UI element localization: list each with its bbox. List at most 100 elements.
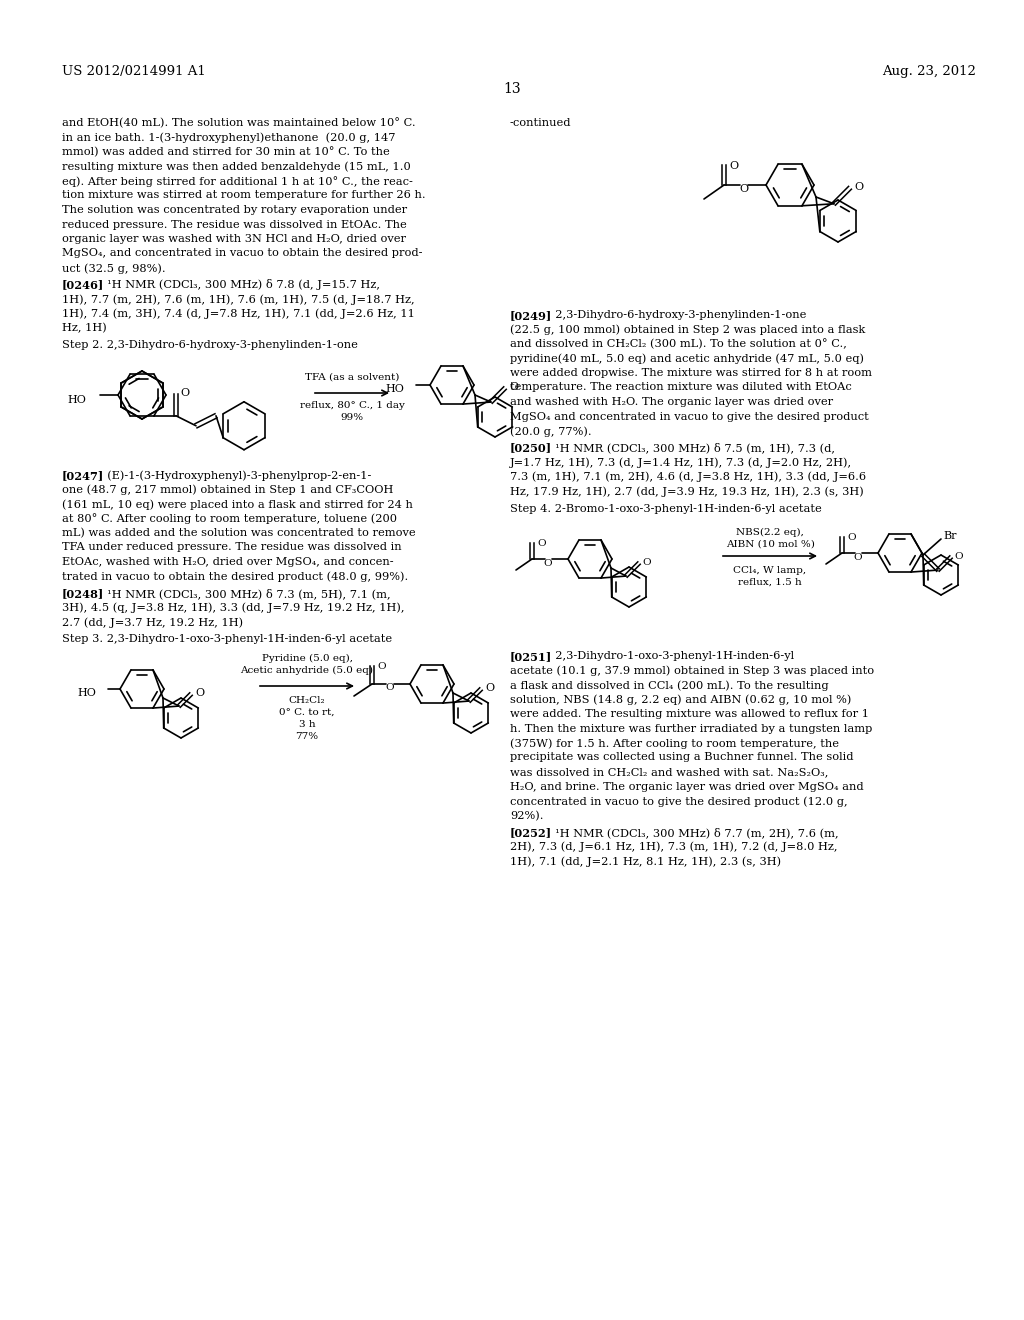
Text: a flask and dissolved in CCl₄ (200 mL). To the resulting: a flask and dissolved in CCl₄ (200 mL). … [510, 680, 828, 690]
Text: were added. The resulting mixture was allowed to reflux for 1: were added. The resulting mixture was al… [510, 709, 869, 719]
Text: Step 4. 2-Bromo-1-oxo-3-phenyl-1H-inden-6-yl acetate: Step 4. 2-Bromo-1-oxo-3-phenyl-1H-inden-… [510, 503, 821, 513]
Text: O: O [954, 552, 963, 561]
Text: h. Then the mixture was further irradiated by a tungsten lamp: h. Then the mixture was further irradiat… [510, 723, 872, 734]
Text: 1H), 7.4 (m, 3H), 7.4 (d, J=7.8 Hz, 1H), 7.1 (dd, J=2.6 Hz, 11: 1H), 7.4 (m, 3H), 7.4 (d, J=7.8 Hz, 1H),… [62, 309, 415, 319]
Text: Step 2. 2,3-Dihydro-6-hydroxy-3-phenylinden-1-one: Step 2. 2,3-Dihydro-6-hydroxy-3-phenylin… [62, 341, 357, 351]
Text: 2.7 (dd, J=3.7 Hz, 19.2 Hz, 1H): 2.7 (dd, J=3.7 Hz, 19.2 Hz, 1H) [62, 616, 243, 627]
Text: ¹H NMR (CDCl₃, 300 MHz) δ 7.8 (d, J=15.7 Hz,: ¹H NMR (CDCl₃, 300 MHz) δ 7.8 (d, J=15.7… [100, 280, 380, 290]
Text: 1H), 7.1 (dd, J=2.1 Hz, 8.1 Hz, 1H), 2.3 (s, 3H): 1H), 7.1 (dd, J=2.1 Hz, 8.1 Hz, 1H), 2.3… [510, 855, 781, 866]
Text: reduced pressure. The residue was dissolved in EtOAc. The: reduced pressure. The residue was dissol… [62, 219, 407, 230]
Text: (375W) for 1.5 h. After cooling to room temperature, the: (375W) for 1.5 h. After cooling to room … [510, 738, 839, 748]
Text: [0250]: [0250] [510, 442, 552, 454]
Text: H₂O, and brine. The organic layer was dried over MgSO₄ and: H₂O, and brine. The organic layer was dr… [510, 781, 863, 792]
Text: eq). After being stirred for additional 1 h at 10° C., the reac-: eq). After being stirred for additional … [62, 176, 413, 187]
Text: O: O [180, 388, 189, 397]
Text: Aug. 23, 2012: Aug. 23, 2012 [882, 65, 976, 78]
Text: (E)-1-(3-Hydroxyphenyl)-3-phenylprop-2-en-1-: (E)-1-(3-Hydroxyphenyl)-3-phenylprop-2-e… [100, 470, 372, 480]
Text: O: O [195, 688, 204, 698]
Text: and washed with H₂O. The organic layer was dried over: and washed with H₂O. The organic layer w… [510, 397, 834, 407]
Text: 77%: 77% [296, 733, 318, 741]
Text: O: O [854, 182, 863, 191]
Text: pyridine(40 mL, 5.0 eq) and acetic anhydride (47 mL, 5.0 eq): pyridine(40 mL, 5.0 eq) and acetic anhyd… [510, 354, 864, 364]
Text: 2,3-Dihydro-6-hydroxy-3-phenylinden-1-one: 2,3-Dihydro-6-hydroxy-3-phenylinden-1-on… [548, 310, 806, 319]
Text: ¹H NMR (CDCl₃, 300 MHz) δ 7.3 (m, 5H), 7.1 (m,: ¹H NMR (CDCl₃, 300 MHz) δ 7.3 (m, 5H), 7… [100, 587, 390, 599]
Text: at 80° C. After cooling to room temperature, toluene (200: at 80° C. After cooling to room temperat… [62, 513, 397, 524]
Text: 3H), 4.5 (q, J=3.8 Hz, 1H), 3.3 (dd, J=7.9 Hz, 19.2 Hz, 1H),: 3H), 4.5 (q, J=3.8 Hz, 1H), 3.3 (dd, J=7… [62, 602, 404, 612]
Text: 2,3-Dihydro-1-oxo-3-phenyl-1H-inden-6-yl: 2,3-Dihydro-1-oxo-3-phenyl-1H-inden-6-yl [548, 651, 795, 661]
Text: (20.0 g, 77%).: (20.0 g, 77%). [510, 426, 592, 437]
Text: solution, NBS (14.8 g, 2.2 eq) and AIBN (0.62 g, 10 mol %): solution, NBS (14.8 g, 2.2 eq) and AIBN … [510, 694, 851, 705]
Text: MgSO₄ and concentrated in vacuo to give the desired product: MgSO₄ and concentrated in vacuo to give … [510, 412, 868, 421]
Text: and EtOH(40 mL). The solution was maintained below 10° C.: and EtOH(40 mL). The solution was mainta… [62, 117, 416, 128]
Text: 92%).: 92%). [510, 810, 544, 821]
Text: (22.5 g, 100 mmol) obtained in Step 2 was placed into a flask: (22.5 g, 100 mmol) obtained in Step 2 wa… [510, 325, 865, 335]
Text: AIBN (10 mol %): AIBN (10 mol %) [726, 540, 814, 549]
Text: were added dropwise. The mixture was stirred for 8 h at room: were added dropwise. The mixture was sti… [510, 368, 872, 378]
Text: O: O [544, 558, 552, 568]
Text: Step 3. 2,3-Dihydro-1-oxo-3-phenyl-1H-inden-6-yl acetate: Step 3. 2,3-Dihydro-1-oxo-3-phenyl-1H-in… [62, 635, 392, 644]
Text: The solution was concentrated by rotary evaporation under: The solution was concentrated by rotary … [62, 205, 408, 215]
Text: (161 mL, 10 eq) were placed into a flask and stirred for 24 h: (161 mL, 10 eq) were placed into a flask… [62, 499, 413, 510]
Text: [0252]: [0252] [510, 828, 552, 838]
Text: organic layer was washed with 3N HCl and H₂O, dried over: organic layer was washed with 3N HCl and… [62, 234, 406, 244]
Text: resulting mixture was then added benzaldehyde (15 mL, 1.0: resulting mixture was then added benzald… [62, 161, 411, 172]
Text: TFA under reduced pressure. The residue was dissolved in: TFA under reduced pressure. The residue … [62, 543, 401, 553]
Text: TFA (as a solvent): TFA (as a solvent) [305, 374, 399, 381]
Text: O: O [847, 533, 856, 543]
Text: Hz, 1H): Hz, 1H) [62, 323, 106, 334]
Text: trated in vacuo to obtain the desired product (48.0 g, 99%).: trated in vacuo to obtain the desired pr… [62, 572, 409, 582]
Text: 0° C. to rt,: 0° C. to rt, [280, 708, 335, 717]
Text: [0251]: [0251] [510, 651, 552, 663]
Text: [0249]: [0249] [510, 310, 552, 321]
Text: uct (32.5 g, 98%).: uct (32.5 g, 98%). [62, 263, 166, 273]
Text: temperature. The reaction mixture was diluted with EtOAc: temperature. The reaction mixture was di… [510, 383, 852, 392]
Text: reflux, 80° C., 1 day: reflux, 80° C., 1 day [300, 401, 404, 411]
Text: CH₂Cl₂: CH₂Cl₂ [289, 696, 326, 705]
Text: O: O [642, 558, 650, 568]
Text: MgSO₄, and concentrated in vacuo to obtain the desired prod-: MgSO₄, and concentrated in vacuo to obta… [62, 248, 423, 259]
Text: concentrated in vacuo to give the desired product (12.0 g,: concentrated in vacuo to give the desire… [510, 796, 848, 807]
Text: HO: HO [68, 395, 86, 405]
Text: Acetic anhydride (5.0 eq): Acetic anhydride (5.0 eq) [241, 667, 374, 675]
Text: CCl₄, W lamp,: CCl₄, W lamp, [733, 566, 807, 576]
Text: Pyridine (5.0 eq),: Pyridine (5.0 eq), [261, 653, 352, 663]
Text: acetate (10.1 g, 37.9 mmol) obtained in Step 3 was placed into: acetate (10.1 g, 37.9 mmol) obtained in … [510, 665, 874, 676]
Text: O: O [739, 183, 749, 194]
Text: J=1.7 Hz, 1H), 7.3 (d, J=1.4 Hz, 1H), 7.3 (d, J=2.0 Hz, 2H),: J=1.7 Hz, 1H), 7.3 (d, J=1.4 Hz, 1H), 7.… [510, 457, 852, 467]
Text: mL) was added and the solution was concentrated to remove: mL) was added and the solution was conce… [62, 528, 416, 539]
Text: tion mixture was stirred at room temperature for further 26 h.: tion mixture was stirred at room tempera… [62, 190, 426, 201]
Text: in an ice bath. 1-(3-hydroxyphenyl)ethanone  (20.0 g, 147: in an ice bath. 1-(3-hydroxyphenyl)ethan… [62, 132, 395, 143]
Text: 2H), 7.3 (d, J=6.1 Hz, 1H), 7.3 (m, 1H), 7.2 (d, J=8.0 Hz,: 2H), 7.3 (d, J=6.1 Hz, 1H), 7.3 (m, 1H),… [510, 842, 838, 853]
Text: US 2012/0214991 A1: US 2012/0214991 A1 [62, 65, 206, 78]
Text: ¹H NMR (CDCl₃, 300 MHz) δ 7.7 (m, 2H), 7.6 (m,: ¹H NMR (CDCl₃, 300 MHz) δ 7.7 (m, 2H), 7… [548, 828, 839, 838]
Text: one (48.7 g, 217 mmol) obtained in Step 1 and CF₃COOH: one (48.7 g, 217 mmol) obtained in Step … [62, 484, 393, 495]
Text: 13: 13 [503, 82, 521, 96]
Text: O: O [729, 161, 738, 172]
Text: 99%: 99% [340, 413, 364, 422]
Text: [0246]: [0246] [62, 280, 104, 290]
Text: [0248]: [0248] [62, 587, 104, 599]
Text: 3 h: 3 h [299, 719, 315, 729]
Text: NBS(2.2 eq),: NBS(2.2 eq), [736, 528, 804, 537]
Text: O: O [485, 682, 495, 693]
Text: was dissolved in CH₂Cl₂ and washed with sat. Na₂S₂O₃,: was dissolved in CH₂Cl₂ and washed with … [510, 767, 828, 777]
Text: O: O [386, 684, 394, 693]
Text: HO: HO [385, 384, 404, 393]
Text: Br: Br [943, 531, 956, 541]
Text: O: O [537, 539, 546, 548]
Text: EtOAc, washed with H₂O, dried over MgSO₄, and concen-: EtOAc, washed with H₂O, dried over MgSO₄… [62, 557, 393, 568]
Text: 1H), 7.7 (m, 2H), 7.6 (m, 1H), 7.6 (m, 1H), 7.5 (d, J=18.7 Hz,: 1H), 7.7 (m, 2H), 7.6 (m, 1H), 7.6 (m, 1… [62, 294, 415, 305]
Text: Hz, 17.9 Hz, 1H), 2.7 (dd, J=3.9 Hz, 19.3 Hz, 1H), 2.3 (s, 3H): Hz, 17.9 Hz, 1H), 2.7 (dd, J=3.9 Hz, 19.… [510, 486, 864, 496]
Text: [0247]: [0247] [62, 470, 104, 480]
Text: 7.3 (m, 1H), 7.1 (m, 2H), 4.6 (d, J=3.8 Hz, 1H), 3.3 (dd, J=6.6: 7.3 (m, 1H), 7.1 (m, 2H), 4.6 (d, J=3.8 … [510, 471, 866, 482]
Text: reflux, 1.5 h: reflux, 1.5 h [738, 578, 802, 587]
Text: O: O [509, 381, 518, 392]
Text: mmol) was added and stirred for 30 min at 10° C. To the: mmol) was added and stirred for 30 min a… [62, 147, 390, 157]
Text: HO: HO [77, 688, 96, 698]
Text: O: O [377, 663, 386, 671]
Text: precipitate was collected using a Buchner funnel. The solid: precipitate was collected using a Buchne… [510, 752, 853, 763]
Text: and dissolved in CH₂Cl₂ (300 mL). To the solution at 0° C.,: and dissolved in CH₂Cl₂ (300 mL). To the… [510, 339, 847, 350]
Text: ¹H NMR (CDCl₃, 300 MHz) δ 7.5 (m, 1H), 7.3 (d,: ¹H NMR (CDCl₃, 300 MHz) δ 7.5 (m, 1H), 7… [548, 442, 835, 453]
Text: O: O [854, 553, 862, 561]
Text: -continued: -continued [510, 117, 571, 128]
